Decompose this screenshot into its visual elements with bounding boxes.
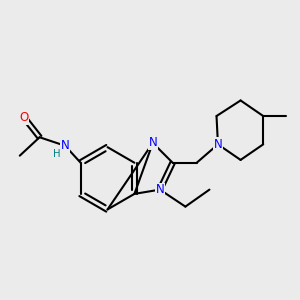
Text: N: N <box>61 139 70 152</box>
Text: N: N <box>148 136 157 149</box>
Text: N: N <box>214 138 222 151</box>
Text: O: O <box>20 111 29 124</box>
Text: H: H <box>53 149 61 159</box>
Text: N: N <box>155 183 164 196</box>
